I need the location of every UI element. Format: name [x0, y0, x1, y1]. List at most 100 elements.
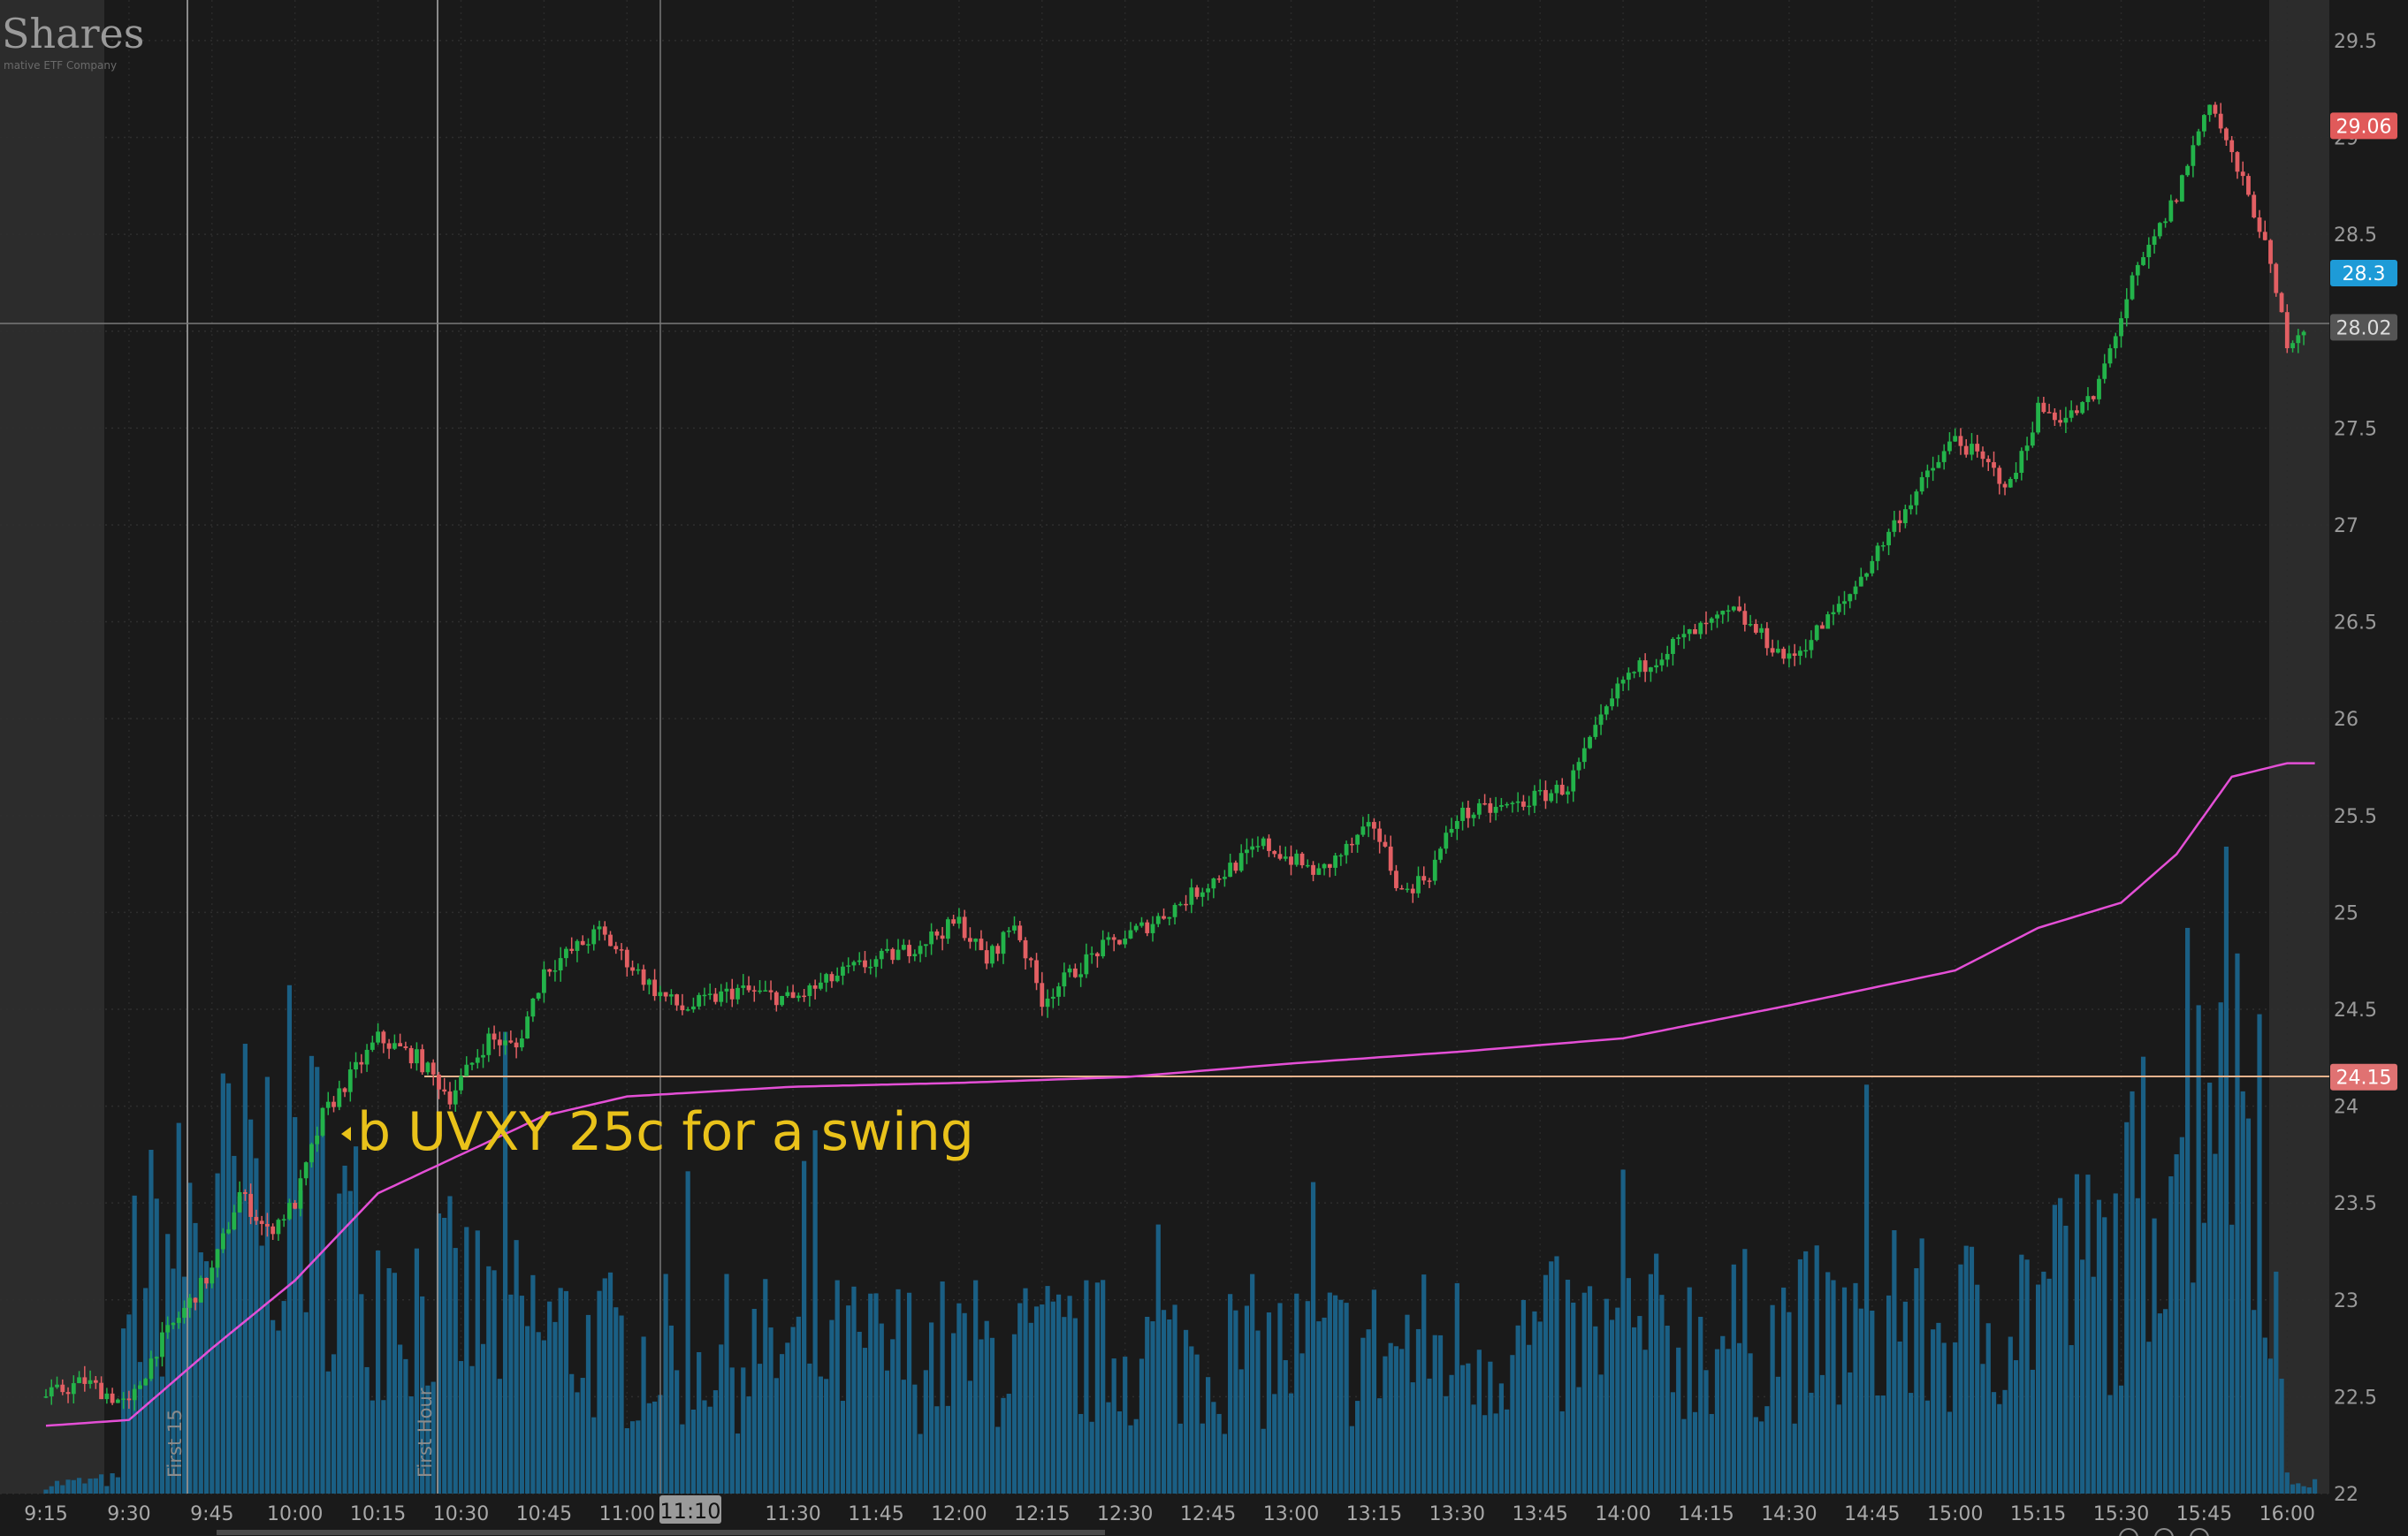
volume-bar: [342, 1165, 347, 1494]
candle-body: [1936, 461, 1941, 468]
volume-bar: [2041, 1271, 2046, 1494]
volume-bar: [1909, 1393, 1914, 1494]
volume-bar: [1421, 1274, 1427, 1494]
candle-body: [1975, 444, 1980, 452]
candle-body: [2102, 363, 2107, 379]
volume-bar: [2245, 1118, 2252, 1494]
volume-bar: [973, 1280, 979, 1494]
volume-bar: [337, 1193, 342, 1494]
candle-body: [519, 1038, 524, 1048]
volume-bar: [1787, 1312, 1792, 1494]
candle-body: [1444, 833, 1449, 849]
candle-body: [525, 1016, 530, 1039]
volume-bar: [1011, 1334, 1017, 1494]
volume-bar: [1637, 1316, 1642, 1494]
volume-bar: [1985, 1323, 1991, 1494]
candle-body: [1825, 614, 1831, 629]
volume-bar: [2024, 1259, 2030, 1494]
candle-body: [773, 992, 779, 1006]
candle-body: [1427, 880, 1432, 882]
candle-body: [1720, 611, 1726, 615]
candle-body: [1737, 606, 1741, 612]
price-tick-label: 24: [2334, 1097, 2358, 1119]
candle-body: [398, 1043, 403, 1046]
volume-bar: [1045, 1286, 1050, 1494]
time-tick-label: 11:00: [599, 1503, 655, 1525]
volume-bar: [636, 1420, 641, 1494]
price-axis[interactable]: 2222.52323.52424.52525.52626.52727.52828…: [2334, 31, 2377, 1506]
volume-bar: [613, 1307, 619, 1494]
candle-body: [2075, 410, 2079, 414]
volume-bar: [697, 1352, 702, 1494]
candle-body: [1532, 790, 1537, 806]
volume-bar: [1848, 1372, 1853, 1494]
volume-bar: [176, 1122, 181, 1494]
candle-body: [973, 939, 979, 942]
volume-bar: [757, 1364, 763, 1494]
candle-body: [232, 1212, 237, 1230]
candle-body: [951, 919, 956, 924]
volume-bar: [945, 1405, 950, 1494]
volume-bar: [431, 1381, 436, 1494]
zoom-reset-icon[interactable]: [2154, 1528, 2174, 1536]
candle-body: [624, 949, 629, 968]
candle-body: [735, 987, 740, 1000]
candle-body: [979, 939, 984, 951]
candle-body: [1245, 849, 1249, 854]
time-tick-label: 15:00: [1927, 1503, 1983, 1525]
candle-body: [1576, 762, 1581, 771]
candle-body: [834, 975, 840, 982]
candle-body: [824, 974, 829, 983]
candle-body: [2046, 412, 2052, 414]
time-tick-label: 16:00: [2259, 1503, 2315, 1525]
candle-body: [1349, 843, 1354, 846]
candle-body: [685, 1009, 690, 1011]
candle-body: [459, 1076, 463, 1091]
volume-bar: [536, 1332, 541, 1494]
candle-body: [281, 1219, 286, 1220]
candle-body: [1333, 855, 1337, 868]
candlestick-series: [43, 102, 2306, 1411]
zoom-controls[interactable]: [2119, 1528, 2209, 1536]
volume-bar: [237, 1196, 242, 1494]
time-tick-label: 9:45: [190, 1503, 233, 1525]
volume-bar: [425, 1385, 431, 1494]
support-level-tag: 24.15: [2330, 1063, 2397, 1091]
volume-bar: [1598, 1374, 1604, 1494]
candle-body: [1023, 939, 1028, 959]
volume-bar: [1167, 1319, 1172, 1494]
candle-body: [1909, 505, 1914, 510]
volume-bar: [1211, 1402, 1216, 1494]
candle-body: [1715, 614, 1719, 619]
zoom-in-icon[interactable]: [2190, 1528, 2209, 1536]
volume-bar: [376, 1250, 381, 1494]
candle-body: [2290, 343, 2295, 348]
candle-body: [890, 948, 895, 961]
time-axis[interactable]: 9:159:309:4510:0010:1510:3010:4511:00511…: [24, 1503, 2315, 1525]
volume-bar: [1006, 1394, 1011, 1494]
volume-bar: [719, 1344, 724, 1494]
candle-body: [1383, 841, 1388, 847]
candle-body: [547, 969, 552, 972]
zoom-out-icon[interactable]: [2119, 1528, 2138, 1536]
volume-bar: [381, 1400, 386, 1494]
volume-bar: [967, 1380, 973, 1494]
volume-bar: [2284, 1472, 2290, 1494]
volume-bar: [2002, 1389, 2008, 1494]
volume-bar: [685, 1171, 690, 1494]
candle-body: [751, 990, 757, 992]
volume-bar: [1947, 1411, 1953, 1494]
volume-bar: [1050, 1301, 1055, 1494]
volume-bar: [115, 1477, 120, 1494]
volume-bar: [1587, 1286, 1593, 1494]
volume-bar: [2196, 1005, 2201, 1494]
trade-annotation[interactable]: b UVXY 25c for a swing: [341, 1101, 974, 1163]
candle-body: [1593, 725, 1598, 737]
volume-bar: [1692, 1411, 1698, 1494]
volume-bar: [187, 1182, 193, 1494]
candle-body: [652, 979, 657, 997]
candle-body: [1831, 612, 1836, 615]
volume-bar: [2058, 1198, 2063, 1494]
volume-bar: [1997, 1403, 2002, 1494]
